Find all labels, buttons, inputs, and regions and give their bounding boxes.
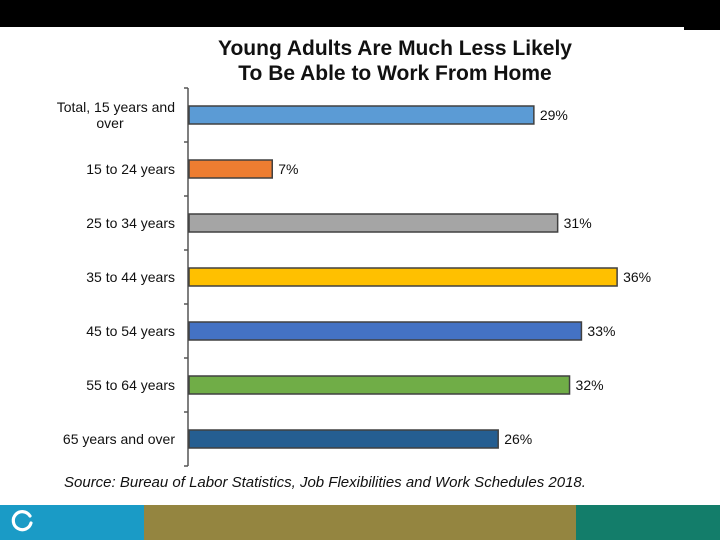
- category-label: 65 years and over: [63, 431, 175, 447]
- category-label: Total, 15 years and: [57, 99, 175, 115]
- footer-segment-teal: [576, 505, 720, 540]
- bar-value-label: 32%: [576, 377, 604, 393]
- bar: [188, 159, 273, 179]
- footer-segment-olive: [144, 505, 576, 540]
- logo-ring-icon: [11, 510, 33, 532]
- category-label: over: [96, 115, 124, 131]
- category-label: 55 to 64 years: [86, 377, 175, 393]
- chart-title-line-2: To Be Able to Work From Home: [238, 62, 552, 85]
- bar-value-label: 31%: [564, 215, 592, 231]
- bar-value-label: 29%: [540, 107, 568, 123]
- bar-value-label: 36%: [623, 269, 651, 285]
- bar-value-label: 26%: [504, 431, 532, 447]
- top-band-notch: [684, 27, 720, 30]
- category-label: 35 to 44 years: [86, 269, 175, 285]
- category-label: 15 to 24 years: [86, 161, 175, 177]
- top-band: [0, 0, 720, 27]
- category-label: 25 to 34 years: [86, 215, 175, 231]
- bar: [188, 105, 535, 125]
- bar: [188, 213, 559, 233]
- bar-value-label: 7%: [278, 161, 298, 177]
- bar: [188, 429, 499, 449]
- bar: [188, 267, 618, 287]
- bar: [188, 375, 571, 395]
- chart-title: Young Adults Are Much Less Likely To Be …: [150, 36, 640, 86]
- bar-value-label: 33%: [587, 323, 615, 339]
- bar: [188, 321, 583, 341]
- footer-bar: [0, 505, 720, 540]
- category-label: 45 to 54 years: [86, 323, 175, 339]
- source-note: Source: Bureau of Labor Statistics, Job …: [64, 474, 586, 491]
- chart-title-line-1: Young Adults Are Much Less Likely: [218, 37, 572, 60]
